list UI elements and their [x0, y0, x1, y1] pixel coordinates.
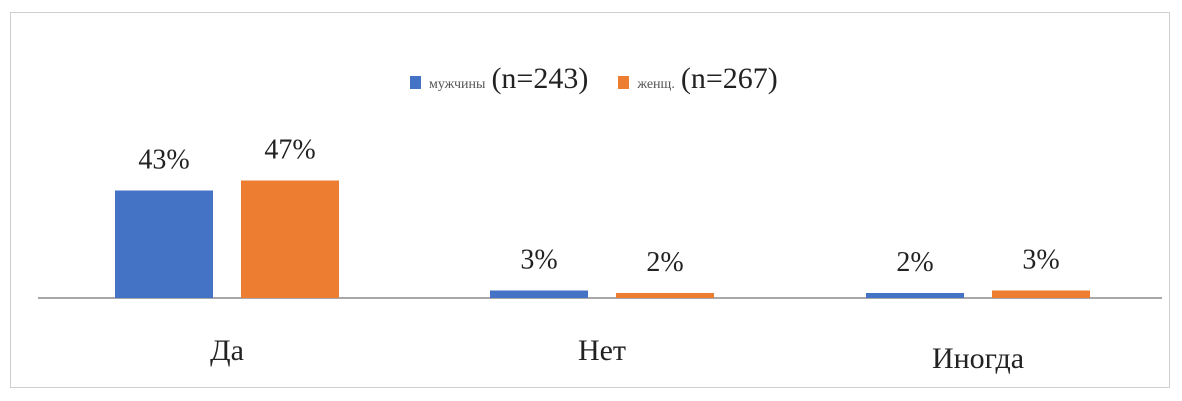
bar-men-0: [115, 190, 213, 298]
data-label-men-0: 43%: [138, 145, 189, 176]
category-label-0: Да: [210, 334, 244, 367]
bar-men-1: [490, 290, 588, 298]
legend: мужчины (n=243) женщ. (n=267): [410, 62, 808, 96]
data-label-men-1: 3%: [520, 245, 557, 276]
legend-label-men: мужчины: [429, 77, 486, 92]
data-label-men-2: 2%: [896, 247, 933, 278]
bar-men-2: [866, 293, 964, 298]
legend-swatch-men: [410, 76, 421, 89]
bar-women-0: [241, 180, 339, 298]
legend-label-women: женщ.: [637, 77, 675, 92]
data-label-women-1: 2%: [646, 247, 683, 278]
data-label-women-2: 3%: [1022, 245, 1059, 276]
category-label-2: Иногда: [932, 342, 1024, 375]
legend-item-men: мужчины (n=243): [410, 62, 588, 96]
category-label-1: Нет: [578, 334, 626, 367]
data-label-women-0: 47%: [264, 135, 315, 166]
legend-swatch-women: [618, 76, 630, 89]
legend-count-men: (n=243): [491, 62, 589, 95]
bar-women-2: [992, 290, 1090, 298]
legend-count-women: (n=267): [680, 62, 778, 95]
bar-women-1: [616, 293, 714, 298]
legend-item-women: женщ. (n=267): [618, 62, 778, 96]
